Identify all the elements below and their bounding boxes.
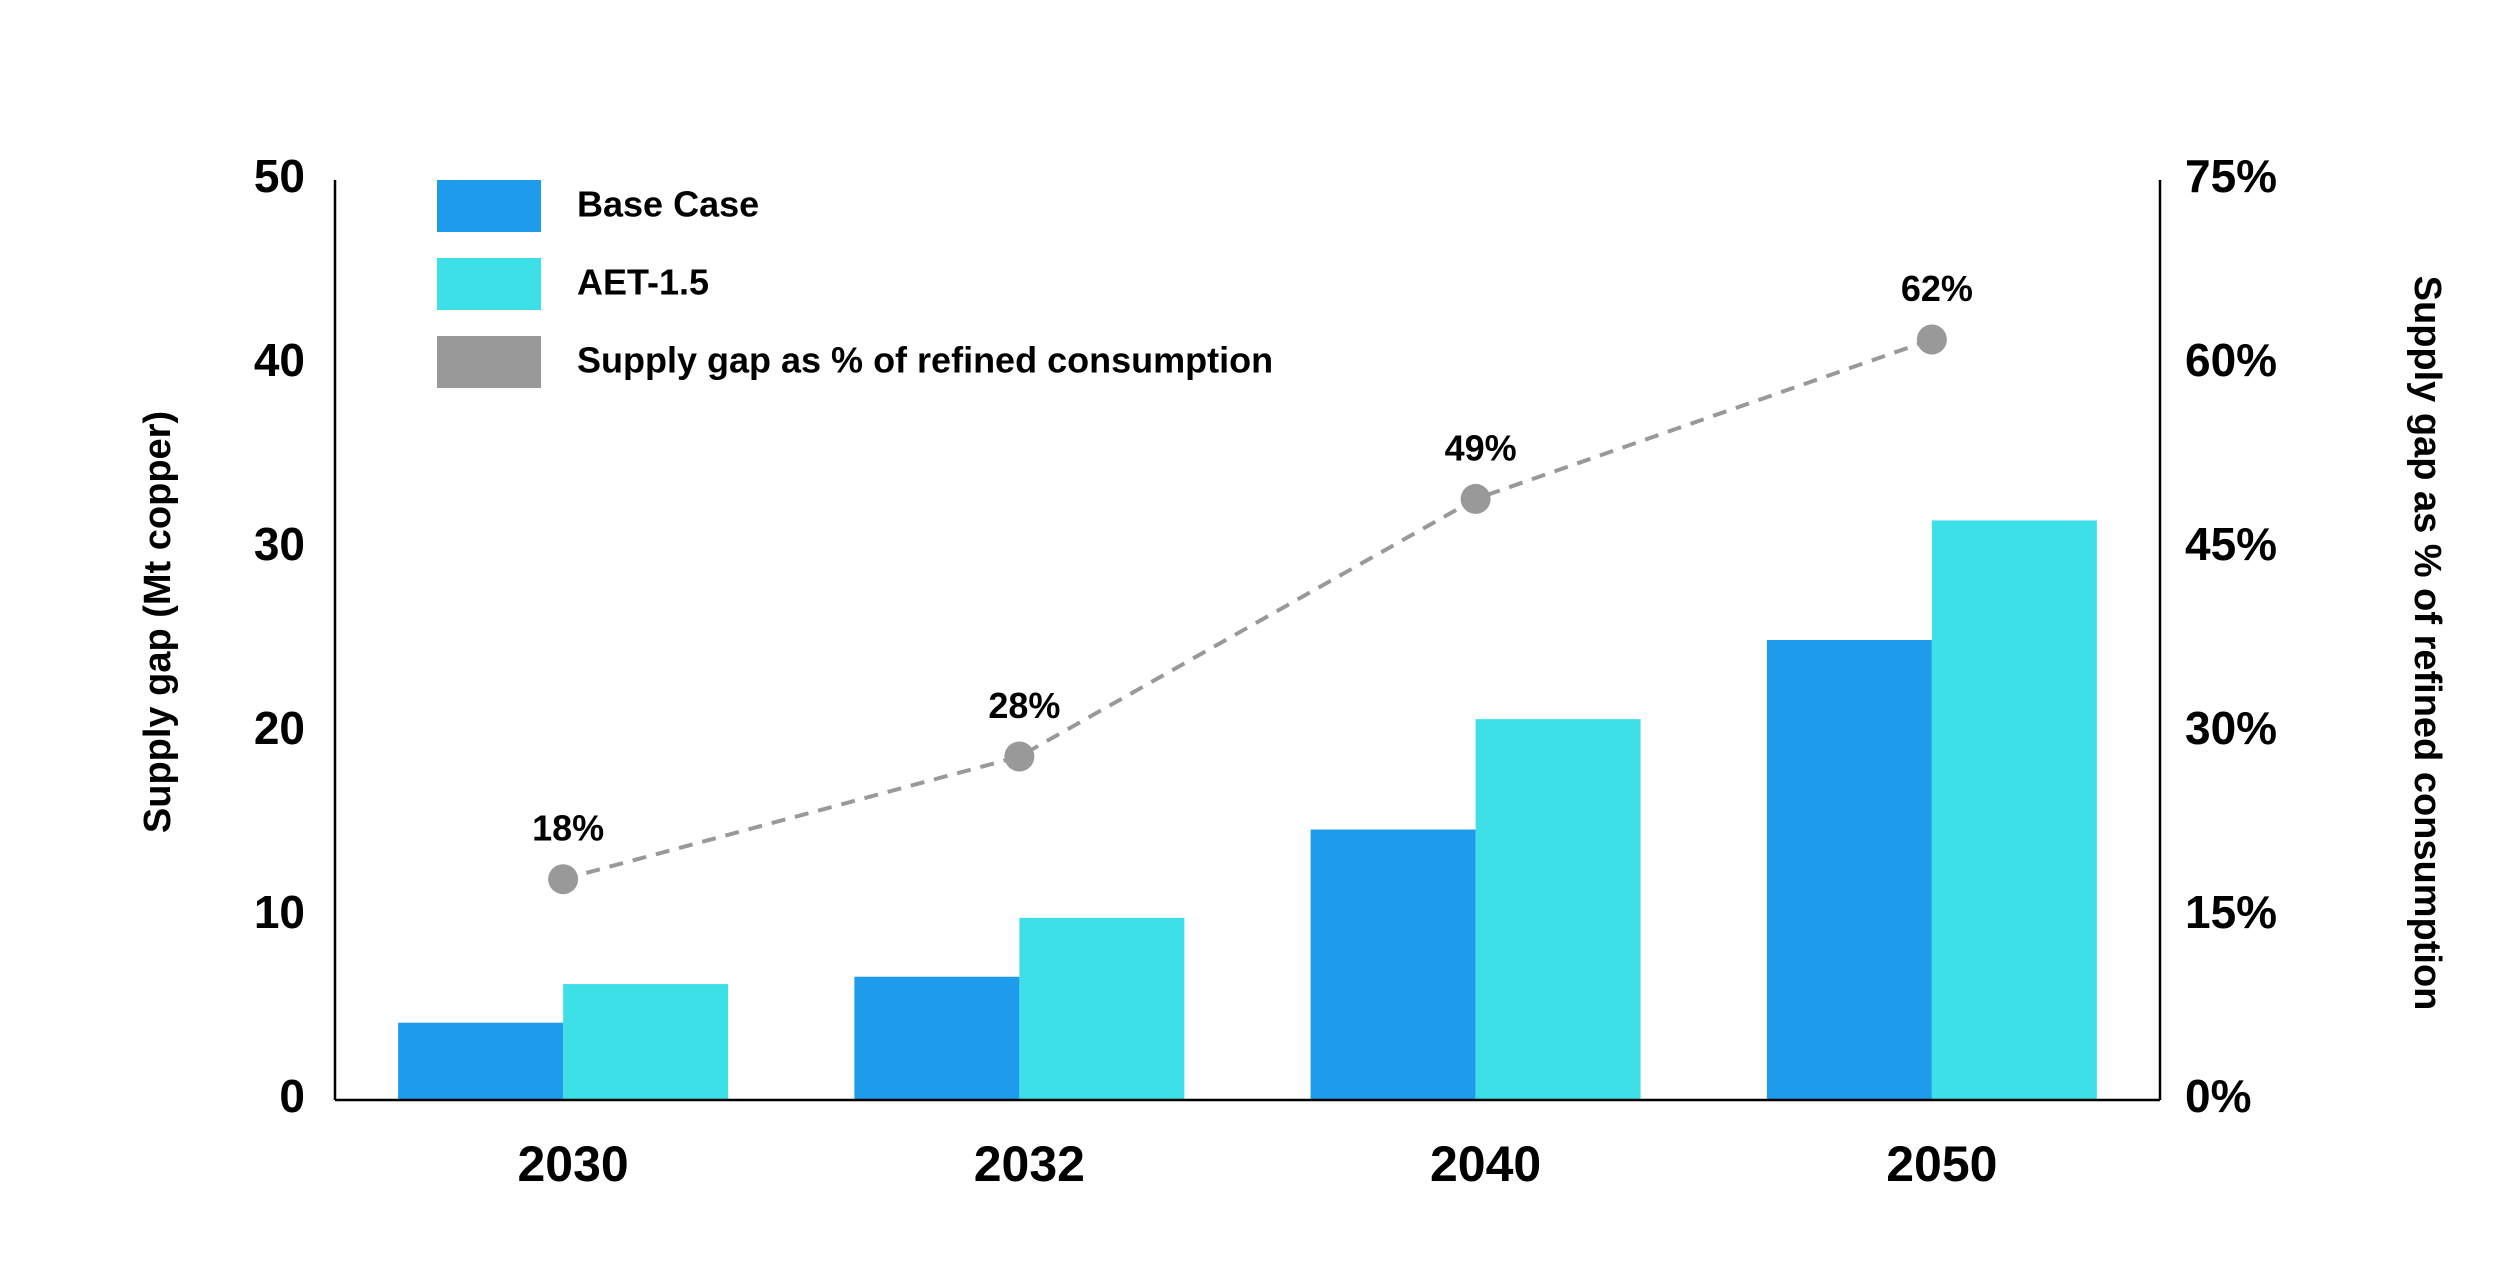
- axes-layer: [333, 180, 2162, 1102]
- line-layer: 18% 28% 49% 62%: [532, 268, 1973, 895]
- bar-aet-1-5-2040: [1475, 719, 1641, 1100]
- y2-axis-title: Supply gap as % of refined consumption: [2406, 276, 2448, 1011]
- y-tick-label: 50: [254, 150, 305, 202]
- legend-swatch: [437, 336, 541, 388]
- y2-tick-label: 60%: [2185, 334, 2277, 386]
- pct-point: [548, 864, 579, 895]
- y-tick-label: 0: [279, 1070, 305, 1122]
- x-tick-label: 2032: [974, 1136, 1085, 1192]
- y-tick-label: 20: [254, 702, 305, 754]
- bar-base-case-2040: [1310, 829, 1476, 1100]
- legend-swatch: [437, 180, 541, 232]
- bar-layer: [398, 520, 2097, 1100]
- pct-point-label: 62%: [1901, 268, 1973, 309]
- bar-base-case-2032: [854, 976, 1020, 1100]
- y2-tick-label: 30%: [2185, 702, 2277, 754]
- y2-tick-label: 0%: [2185, 1070, 2251, 1122]
- x-tick-label: 2040: [1430, 1136, 1541, 1192]
- y-tick-label: 30: [254, 518, 305, 570]
- legend: Base Case AET-1.5 Supply gap as % of refin…: [437, 180, 1273, 388]
- tick-layer: 2030 2032 2040 2050010203040500%15%30%45%60…: [254, 150, 2277, 1192]
- pct-line: [562, 337, 1933, 882]
- pct-point: [1004, 741, 1035, 772]
- y2-tick-label: 15%: [2185, 886, 2277, 938]
- x-tick-label: 2030: [518, 1136, 629, 1192]
- pct-point: [1460, 483, 1491, 514]
- bar-aet-1-5-2030: [563, 984, 729, 1100]
- y2-tick-label: 45%: [2185, 518, 2277, 570]
- pct-point-label: 18%: [532, 808, 604, 849]
- y-tick-label: 40: [254, 334, 305, 386]
- y2-tick-label: 75%: [2185, 150, 2277, 202]
- x-tick-label: 2050: [1886, 1136, 1997, 1192]
- bar-base-case-2030: [398, 1022, 564, 1100]
- legend-label: AET-1.5: [577, 262, 709, 303]
- y-tick-label: 10: [254, 886, 305, 938]
- bar-aet-1-5-2032: [1019, 917, 1185, 1100]
- pct-point-label: 49%: [1445, 427, 1517, 468]
- legend-label: Supply gap as % of refined consumption: [577, 340, 1273, 381]
- legend-swatch: [437, 258, 541, 310]
- pct-point-label: 28%: [988, 685, 1060, 726]
- legend-label: Base Case: [577, 184, 759, 225]
- bar-aet-1-5-2050: [1931, 520, 2097, 1100]
- pct-point: [1916, 324, 1947, 355]
- y-axis-title: Supply gap (Mt copper): [137, 411, 179, 833]
- bar-base-case-2050: [1766, 640, 1932, 1100]
